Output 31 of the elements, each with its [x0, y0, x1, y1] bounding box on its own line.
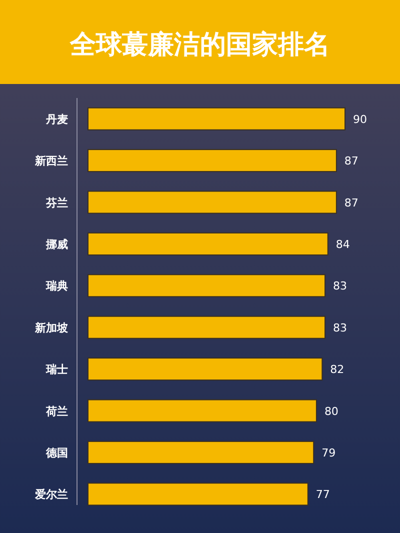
- y-tick-label: 德国: [45, 446, 68, 460]
- bar: [88, 190, 337, 214]
- data-label: 83: [333, 321, 348, 334]
- y-tick-label: 丹麦: [45, 112, 68, 126]
- data-label: 82: [330, 363, 344, 376]
- bar: [88, 107, 346, 130]
- bar: [88, 316, 326, 339]
- y-tick-label: 爱尔兰: [34, 488, 68, 502]
- bar: [88, 149, 337, 172]
- data-label: 87: [344, 154, 358, 168]
- y-tick-label: 新加坡: [34, 321, 69, 334]
- bar: [88, 232, 328, 256]
- y-tick-label: 挪威: [45, 238, 68, 251]
- y-tick-label: 芬兰: [45, 196, 68, 210]
- y-tick-label: 新西兰: [34, 154, 68, 168]
- bar: [88, 399, 317, 422]
- y-tick-label: 荷兰: [45, 404, 68, 418]
- data-label: 90: [353, 112, 367, 126]
- y-tick-label: 瑞士: [45, 363, 68, 376]
- data-label: 83: [333, 280, 348, 293]
- data-label: 84: [336, 238, 350, 251]
- bar: [88, 274, 326, 298]
- data-label: 87: [344, 196, 358, 210]
- data-label: 79: [322, 446, 336, 460]
- chart-title: 全球蕞廉洁的国家排名: [69, 30, 330, 60]
- bar: [88, 482, 308, 506]
- data-label: 77: [316, 488, 330, 502]
- bar: [88, 358, 323, 381]
- bar: [88, 440, 314, 464]
- y-tick-label: 瑞典: [45, 280, 68, 293]
- data-label: 80: [324, 404, 338, 418]
